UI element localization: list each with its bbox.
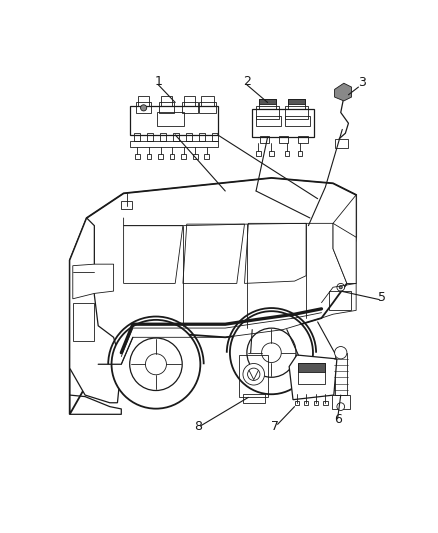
Circle shape <box>337 403 345 410</box>
Bar <box>134 133 140 141</box>
Bar <box>256 106 279 119</box>
Bar <box>329 291 351 310</box>
Bar <box>259 99 276 109</box>
Bar <box>260 135 269 143</box>
Polygon shape <box>124 225 183 284</box>
Bar <box>314 401 318 405</box>
Bar <box>285 151 289 156</box>
Bar <box>288 99 304 109</box>
Bar <box>256 151 261 156</box>
Bar <box>298 135 307 143</box>
Polygon shape <box>335 83 352 101</box>
Bar <box>243 393 265 403</box>
Bar <box>181 154 186 159</box>
Bar <box>285 106 307 119</box>
Circle shape <box>141 105 147 111</box>
Bar <box>159 102 174 113</box>
Bar <box>147 133 153 141</box>
Text: 1: 1 <box>154 75 162 88</box>
Bar <box>335 139 349 148</box>
Polygon shape <box>244 223 306 284</box>
Bar <box>335 353 347 395</box>
Bar <box>294 401 299 405</box>
Text: 8: 8 <box>194 420 202 433</box>
Bar <box>298 363 325 384</box>
Bar <box>205 154 209 159</box>
Text: 5: 5 <box>378 291 385 304</box>
Polygon shape <box>73 264 113 299</box>
Circle shape <box>337 284 345 291</box>
Bar <box>279 135 288 143</box>
Bar <box>158 154 163 159</box>
Bar <box>130 141 218 147</box>
Bar <box>121 201 132 209</box>
Bar <box>160 133 166 141</box>
Bar <box>252 109 314 137</box>
Bar <box>332 395 350 409</box>
Bar <box>184 96 195 106</box>
Polygon shape <box>289 355 337 400</box>
Bar <box>173 133 179 141</box>
Bar <box>304 401 308 405</box>
Bar <box>212 133 218 141</box>
Bar <box>239 355 268 398</box>
Polygon shape <box>333 223 356 284</box>
Polygon shape <box>333 195 356 284</box>
Circle shape <box>145 354 166 375</box>
Bar <box>256 116 281 126</box>
Circle shape <box>130 338 182 391</box>
Bar <box>161 96 172 106</box>
Circle shape <box>335 346 347 359</box>
Bar <box>323 401 328 405</box>
Bar <box>288 99 304 104</box>
Circle shape <box>339 286 342 289</box>
Bar <box>199 102 216 113</box>
Bar <box>269 151 274 156</box>
Bar <box>186 133 192 141</box>
Polygon shape <box>183 224 244 284</box>
Bar <box>170 154 174 159</box>
Circle shape <box>261 343 281 362</box>
Text: 2: 2 <box>243 75 251 88</box>
Circle shape <box>247 328 296 377</box>
Text: 6: 6 <box>334 413 342 426</box>
Bar <box>138 96 149 106</box>
Bar <box>73 303 94 341</box>
Bar <box>130 106 218 135</box>
Bar <box>259 99 276 104</box>
Text: 7: 7 <box>271 420 279 433</box>
Bar <box>135 154 140 159</box>
Circle shape <box>112 320 200 409</box>
Circle shape <box>230 311 313 394</box>
Bar <box>147 154 151 159</box>
Polygon shape <box>70 218 121 403</box>
Text: 3: 3 <box>357 76 365 89</box>
Bar <box>182 102 198 113</box>
Bar <box>193 154 198 159</box>
Circle shape <box>243 364 265 385</box>
Circle shape <box>247 368 260 381</box>
Bar <box>136 102 151 113</box>
Bar <box>201 96 214 106</box>
Bar <box>199 133 205 141</box>
Bar <box>298 151 302 156</box>
Polygon shape <box>70 178 356 414</box>
Bar <box>298 363 325 372</box>
Bar <box>285 116 310 126</box>
Bar <box>157 112 184 126</box>
